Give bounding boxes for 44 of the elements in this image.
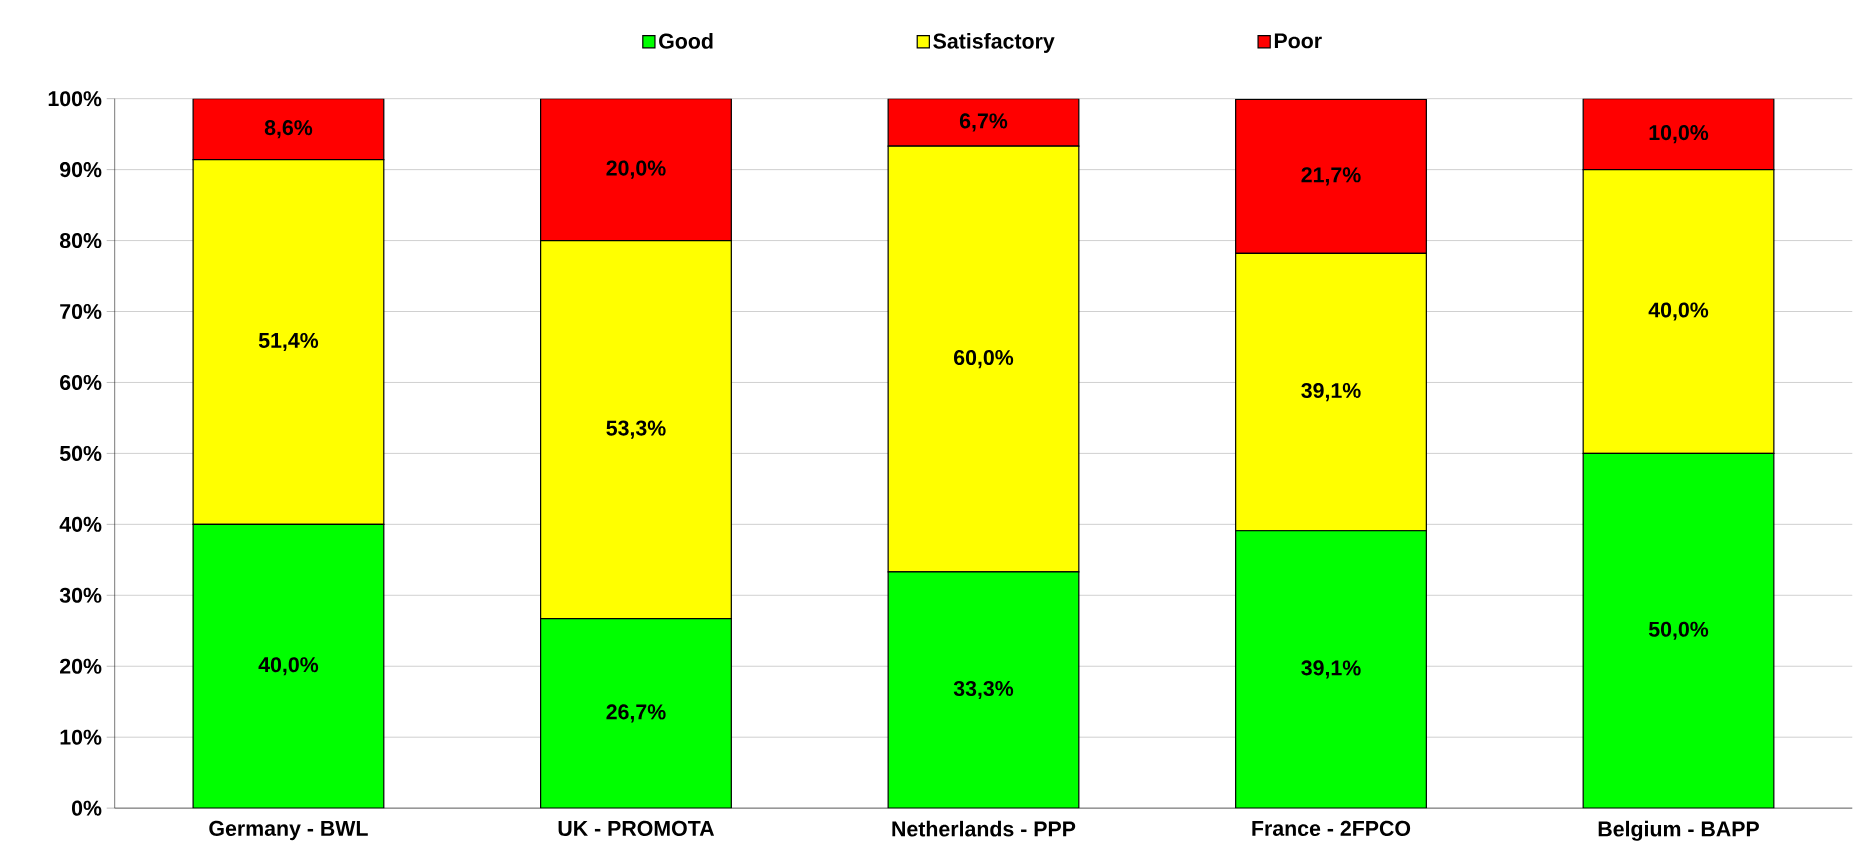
y-tick-label: 80% [59, 232, 102, 249]
data-label: 10,0% [1649, 124, 1709, 144]
data-label: 40,0% [1648, 302, 1709, 321]
legend-label: Satisfactory [933, 32, 1055, 53]
y-tick-label: 30% [59, 587, 102, 603]
bar [887, 98, 1080, 147]
data-label: 21,7% [1301, 167, 1361, 186]
y-tick-label: 60% [60, 374, 102, 390]
bar [192, 523, 385, 809]
data-label: 40,0% [258, 657, 319, 676]
y-tick-label: 100% [48, 91, 102, 107]
legend-label: Poor [1274, 33, 1322, 49]
y-tick-label: 70% [60, 303, 102, 319]
data-label: 26,7% [606, 704, 666, 723]
x-tick-label: UK - PROMOTA [558, 820, 715, 836]
y-tick-label: 90% [60, 162, 102, 178]
bar [1582, 98, 1775, 171]
y-tick-label: 20% [60, 658, 102, 674]
x-tick-label: Netherlands - PPP [892, 820, 1076, 837]
bar [1235, 530, 1427, 809]
data-label: 33,3% [953, 680, 1014, 700]
bar [192, 98, 385, 161]
data-label: 60,0% [954, 349, 1014, 369]
data-label: 6,7% [959, 113, 1008, 132]
data-label: 53,3% [606, 420, 666, 439]
bar [1235, 98, 1427, 254]
data-label: 20,0% [606, 160, 666, 179]
x-tick-label: Germany - BWL [209, 820, 368, 841]
data-label: 39,1% [1301, 660, 1361, 679]
data-label: 51,4% [258, 332, 319, 352]
data-label: 50,0% [1648, 621, 1709, 640]
y-tick-label: 40% [59, 516, 102, 532]
data-label: 8,6% [264, 120, 313, 139]
bar [887, 571, 1080, 809]
legend-label: Good [659, 32, 713, 49]
bar [540, 98, 732, 242]
data-label: 39,1% [1301, 382, 1361, 402]
y-tick-label: 0% [71, 800, 102, 816]
y-tick-label: 50% [59, 445, 102, 461]
bar [540, 618, 732, 809]
x-tick-label: France - 2FPCO [1252, 820, 1411, 836]
y-tick-label: 10% [60, 729, 102, 745]
bar [1582, 452, 1775, 809]
x-tick-label: Belgium - BAPP [1598, 820, 1759, 841]
